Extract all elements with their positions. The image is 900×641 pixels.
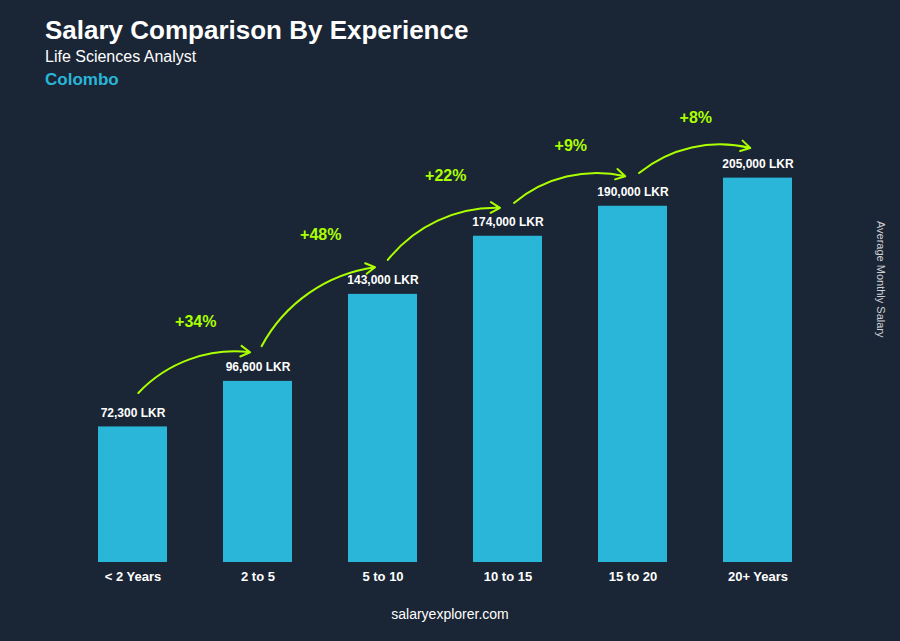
svg-text:96,600 LKR: 96,600 LKR: [226, 360, 291, 374]
svg-text:143,000 LKR: 143,000 LKR: [347, 273, 419, 287]
svg-text:190,000 LKR: 190,000 LKR: [597, 185, 669, 199]
svg-text:20+ Years: 20+ Years: [728, 569, 788, 584]
svg-text:5 to 10: 5 to 10: [362, 569, 403, 584]
svg-text:2 to 5: 2 to 5: [241, 569, 275, 584]
html-text:salaryexplorer.com: salaryexplorer.com: [391, 606, 509, 622]
svg-text:Average Monthly Salary: Average Monthly Salary: [875, 221, 887, 338]
html-text:Life Sciences Analyst: Life Sciences Analyst: [45, 48, 197, 65]
svg-text:10 to 15: 10 to 15: [484, 569, 532, 584]
svg-text:< 2 Years: < 2 Years: [105, 569, 162, 584]
html-text:Colombo: Colombo: [45, 70, 119, 89]
svg-text:72,300 LKR: 72,300 LKR: [101, 406, 166, 420]
svg-text:+48%: +48%: [300, 225, 341, 242]
svg-text:+8%: +8%: [680, 109, 712, 126]
svg-text:+9%: +9%: [555, 137, 587, 154]
svg-text:+34%: +34%: [175, 312, 216, 329]
html-text:Salary Comparison By Experienc: Salary Comparison By Experience: [45, 15, 469, 45]
svg-text:205,000 LKR: 205,000 LKR: [722, 157, 794, 171]
svg-text:15 to 20: 15 to 20: [609, 569, 657, 584]
svg-text:+22%: +22%: [425, 167, 466, 184]
svg-text:174,000 LKR: 174,000 LKR: [472, 215, 544, 229]
